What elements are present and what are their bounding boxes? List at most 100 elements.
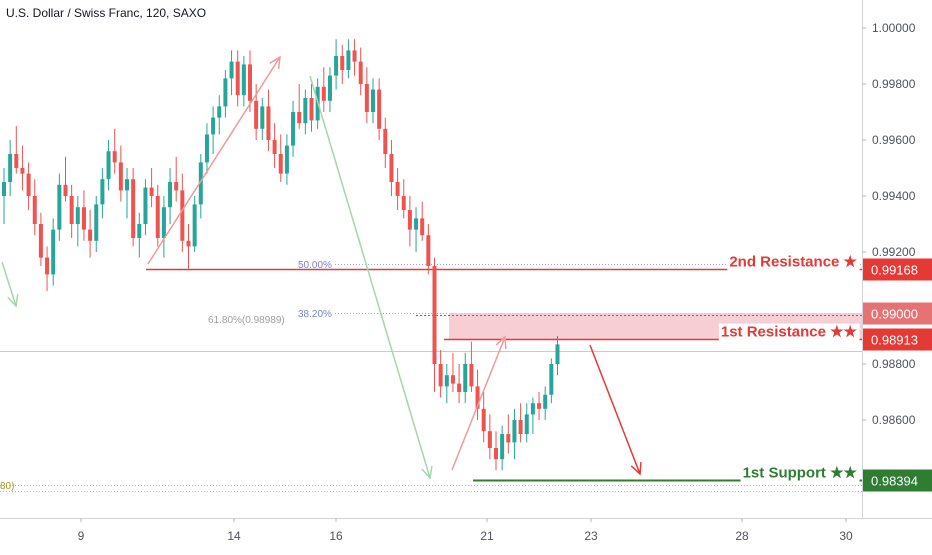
candle-body — [327, 75, 332, 101]
candle-body — [395, 182, 400, 196]
y-tick-label: 1.00000 — [872, 21, 916, 35]
left-down-arrow — [1, 261, 17, 307]
level-label-bg — [740, 464, 860, 482]
candle-body — [278, 154, 283, 174]
candle-body — [272, 140, 277, 154]
candle-body — [407, 210, 412, 230]
y-tick-label: 0.98600 — [872, 413, 916, 427]
price-tag — [863, 302, 932, 325]
candle-body — [235, 61, 240, 96]
candle-body — [475, 386, 480, 409]
projection-down-arrow — [589, 344, 641, 475]
candle-body — [549, 364, 554, 395]
x-tick-label: 21 — [480, 529, 494, 543]
candle-body — [303, 98, 308, 124]
candle-body — [198, 162, 203, 205]
y-tick-label: 0.99800 — [872, 77, 916, 91]
price-tag-label: 0.99000 — [871, 307, 918, 322]
candle-body — [358, 61, 363, 84]
candle-body — [530, 403, 535, 415]
level-label: 2nd Resistance ★ — [729, 254, 857, 271]
candle-body — [389, 154, 394, 182]
candle-body — [88, 229, 93, 241]
candle-body — [463, 364, 468, 392]
left-down-arrow-head — [7, 294, 19, 308]
x-tick-label: 14 — [227, 529, 241, 543]
candle-body — [321, 86, 326, 101]
candle-body — [438, 364, 443, 387]
candle-body — [248, 64, 252, 101]
level-label: 1st Resistance ★★ — [721, 324, 858, 341]
candle-body — [506, 434, 511, 443]
candle-body — [137, 224, 142, 238]
candle-body — [420, 218, 425, 236]
candle-body — [340, 56, 345, 70]
candle-body — [352, 50, 357, 62]
projection-down-arrow-head — [630, 461, 642, 476]
candle-body — [118, 162, 123, 191]
impulse-down-arrow — [309, 75, 431, 479]
candle-body — [432, 266, 437, 364]
candle-body — [155, 196, 160, 238]
candle-body — [254, 100, 259, 129]
y-tick-label: 0.99400 — [872, 189, 916, 203]
candle-body — [450, 375, 455, 384]
candle-body — [161, 207, 166, 238]
candle-body — [217, 106, 222, 118]
x-tick-label: 9 — [78, 529, 85, 543]
price-tag-label: 0.99168 — [871, 263, 918, 278]
candle-body — [174, 182, 179, 191]
candle-body — [512, 420, 517, 443]
candle-body — [26, 173, 31, 196]
candle-body — [297, 112, 302, 124]
candle-body — [143, 187, 148, 224]
candle-body — [51, 229, 56, 275]
fib-label: 50.00% — [298, 260, 332, 271]
candle-body — [125, 179, 129, 191]
candle-body — [100, 179, 105, 205]
candle-body — [426, 235, 431, 266]
candle-body — [309, 98, 314, 121]
candle-body — [401, 196, 406, 210]
y-tick-label: 0.99600 — [872, 133, 916, 147]
candle-body — [241, 64, 246, 96]
price-tag-label: 0.98394 — [871, 474, 918, 489]
candle-body — [334, 56, 339, 76]
price-tag — [863, 469, 932, 492]
candle-body — [266, 106, 271, 140]
candle-body — [543, 394, 548, 409]
candle-body — [204, 134, 209, 163]
candle-body — [487, 431, 492, 448]
candle-body — [383, 128, 388, 154]
candle-body — [377, 89, 382, 129]
x-tick-label: 30 — [839, 529, 853, 543]
price-tag — [863, 258, 932, 281]
candle-body — [291, 112, 296, 146]
impulse-up-arrow-head — [269, 55, 281, 70]
candle-body — [57, 184, 62, 230]
price-tag — [863, 328, 932, 351]
impulse-down-arrow-head — [421, 466, 433, 480]
y-tick-label: 0.98800 — [872, 357, 916, 371]
candle-body — [518, 420, 523, 434]
candle-body — [38, 224, 43, 258]
candle-body — [180, 190, 185, 241]
x-tick-label: 16 — [329, 529, 343, 543]
chart-title: U.S. Dollar / Swiss Franc, 120, SAXO — [6, 6, 207, 20]
candle-body — [555, 344, 560, 364]
candle-body — [149, 187, 154, 196]
candle-body — [20, 168, 25, 174]
impulse-up-arrow — [147, 56, 281, 265]
candle-body — [457, 383, 462, 392]
retrace-up-arrow — [451, 336, 506, 471]
candle-body — [481, 408, 486, 432]
candle-body — [8, 154, 13, 182]
level-label: 1st Support ★★ — [743, 465, 858, 482]
candle-body — [371, 89, 375, 112]
candle-body — [14, 154, 19, 168]
candle-body — [494, 448, 498, 460]
price-tag-label: 0.98913 — [871, 333, 918, 348]
candle-body — [364, 84, 369, 112]
retrace-up-arrow-head — [495, 335, 507, 350]
